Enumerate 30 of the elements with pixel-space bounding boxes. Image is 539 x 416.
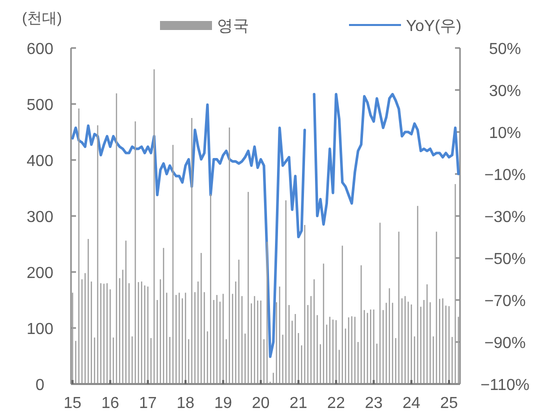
y2-tick-label: −90% [484,335,526,352]
x-tick-label: 16 [101,395,120,412]
y-tick-label: 0 [36,377,45,394]
y-tick-label: 600 [26,41,54,58]
x-tick-label: 18 [176,395,195,412]
legend-label: YoY(우) [406,18,462,35]
y-tick-label: 300 [26,209,54,226]
y2-tick-label: −10% [484,167,526,184]
x-tick-label: 15 [64,395,82,412]
y2-tick-label: −50% [484,251,526,268]
x-tick-label: 21 [290,395,308,412]
y-tick-label: 100 [26,321,54,338]
y-tick-label: 500 [26,97,54,114]
y-tick-label: 400 [26,153,54,170]
y2-tick-label: −110% [480,377,530,394]
legend-label: 영국 [217,18,249,35]
y2-tick-label: −30% [484,209,526,226]
x-tick-label: 17 [138,395,157,412]
x-tick-label: 22 [327,395,346,412]
x-tick-label: 19 [214,395,232,412]
x-tick-label: 25 [440,395,458,412]
y-axis-title: (천대) [22,10,62,27]
y2-tick-label: 50% [488,41,522,58]
x-tick-label: 23 [364,395,383,412]
y2-tick-label: −70% [484,293,526,310]
x-tick-label: 24 [402,395,420,412]
y2-tick-label: 10% [488,125,522,142]
y-tick-label: 200 [26,265,54,282]
y2-tick-label: 30% [488,83,522,100]
x-tick-label: 20 [252,395,270,412]
